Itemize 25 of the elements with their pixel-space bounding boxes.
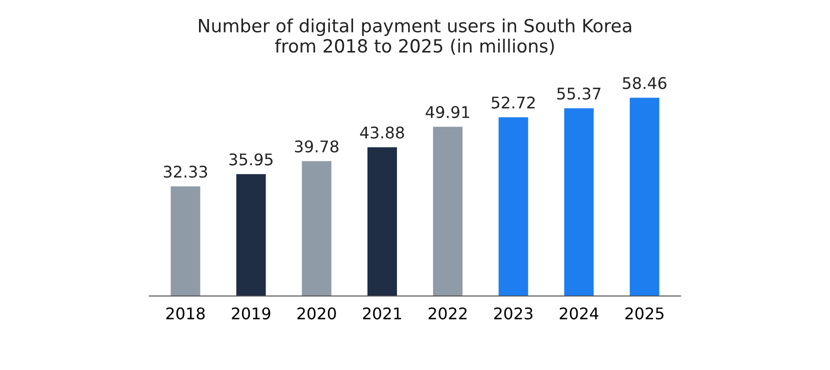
data-label: 52.72 <box>492 96 535 109</box>
data-label: 58.46 <box>622 77 666 90</box>
data-label: 55.37 <box>557 88 600 100</box>
bar <box>498 117 528 296</box>
bar <box>367 147 397 296</box>
data-label: 32.33 <box>164 166 208 178</box>
bar <box>433 126 463 296</box>
chart-title: Number of digital payment users in South Korea from 2018 to 2025 (in millions) <box>199 18 632 55</box>
data-label: 43.88 <box>360 126 404 139</box>
x-tick-label: 2018 <box>166 307 205 320</box>
bar <box>236 174 266 296</box>
bar <box>170 186 200 296</box>
bar <box>564 108 594 296</box>
bar <box>302 161 332 296</box>
data-label: 49.91 <box>426 106 470 118</box>
x-tick-label: 2019 <box>232 307 270 320</box>
bar <box>630 98 660 296</box>
x-tick-label: 2020 <box>297 307 336 320</box>
x-tick-label: 2025 <box>625 307 664 320</box>
data-label: 35.95 <box>229 153 273 166</box>
data-label: 39.78 <box>294 140 338 152</box>
x-tick-label: 2021 <box>363 307 402 320</box>
x-tick-label: 2024 <box>560 307 598 320</box>
x-tick-label: 2023 <box>494 307 532 320</box>
x-tick-label: 2022 <box>428 307 467 320</box>
